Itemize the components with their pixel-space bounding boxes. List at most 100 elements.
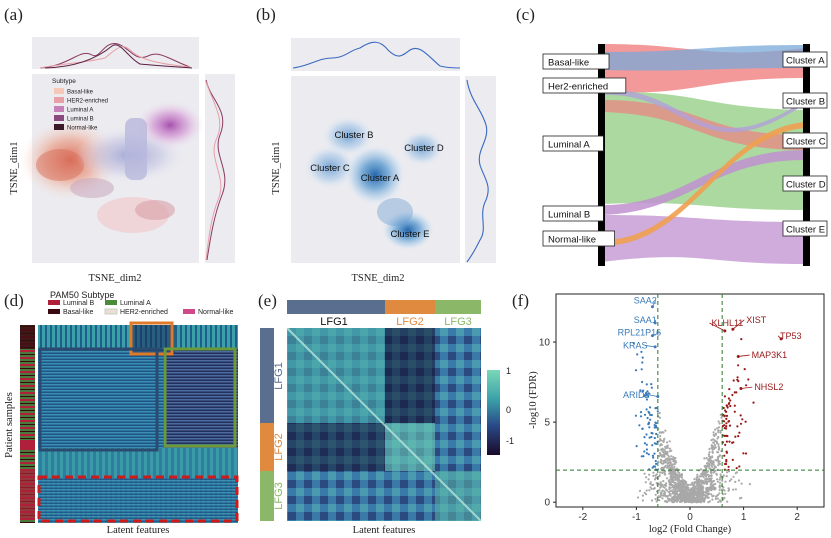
f-point [663, 486, 666, 489]
f-point [643, 450, 646, 453]
f-point [733, 391, 736, 394]
f-gene-label: NHSL2 [754, 382, 783, 392]
f-point [732, 441, 735, 444]
f-point [660, 448, 663, 451]
f-point [662, 451, 665, 454]
f-point [664, 450, 667, 453]
f-point [688, 491, 691, 494]
e-group-bar-2 [385, 300, 435, 314]
d-subtype-strip-red [20, 440, 35, 450]
f-point [679, 479, 682, 482]
f-point [724, 480, 727, 483]
f-point [679, 492, 682, 495]
f-point [668, 499, 671, 502]
f-gene-label: KLHL11 [711, 318, 743, 328]
f-point [673, 462, 677, 466]
e-cbar-tick-0: 0 [506, 405, 511, 415]
f-point [656, 410, 659, 413]
a-xlabel: TSNE_dim2 [88, 273, 141, 284]
f-xlabel: log2 (Fold Change) [649, 524, 732, 535]
f-point [708, 492, 711, 495]
b-cluster-a-label: Cluster A [361, 173, 400, 184]
f-point [700, 475, 703, 478]
f-labeled-point [650, 305, 654, 309]
f-point [662, 448, 665, 451]
f-point [705, 482, 708, 486]
f-point [706, 465, 709, 468]
d-box-red-dashed [37, 475, 239, 523]
c-left-node-box [542, 205, 604, 222]
f-point [719, 413, 722, 416]
f-point [695, 476, 698, 479]
f-point [723, 395, 727, 398]
f-point [684, 499, 687, 503]
f-point [669, 471, 672, 474]
f-point [645, 394, 648, 397]
f-point [709, 471, 713, 474]
f-point [699, 468, 703, 471]
f-point [693, 478, 696, 481]
f-x-tick-label: 0 [687, 512, 693, 523]
panel-e: (e) LFG1 LFG2 LFG3 LFG1 LFG2 LFG3 1 0 -1… [258, 291, 514, 536]
c-left-node-box [542, 77, 627, 94]
f-point [737, 364, 740, 367]
f-point [743, 368, 746, 371]
f-point [674, 486, 677, 489]
f-point [652, 471, 655, 474]
f-point [726, 471, 729, 474]
f-point [707, 453, 711, 456]
f-point [661, 489, 664, 492]
d-legend-swatch [183, 309, 195, 314]
f-point [645, 493, 648, 496]
b-blob-c [304, 145, 356, 189]
panel-e-label: (e) [258, 291, 277, 310]
f-point [643, 491, 646, 494]
f-point [708, 464, 711, 467]
f-point [640, 350, 643, 353]
f-point [712, 431, 715, 434]
f-point [658, 416, 662, 419]
f-point [733, 404, 736, 407]
f-point [654, 407, 657, 410]
f-point [671, 471, 674, 475]
f-point [717, 500, 720, 504]
f-point [706, 470, 710, 473]
f-point [697, 499, 700, 503]
a-legend-swatch [54, 97, 64, 103]
f-point [672, 476, 675, 480]
d-box-navy [38, 347, 159, 452]
f-point [678, 474, 681, 477]
f-point [720, 416, 723, 419]
f-point [710, 482, 713, 485]
f-point [650, 383, 653, 386]
d-legend-swatch [105, 300, 117, 305]
f-point [666, 453, 669, 456]
f-point [661, 471, 664, 474]
f-point [711, 463, 714, 466]
f-point [653, 426, 656, 429]
b-cluster-d-label: Cluster D [404, 143, 444, 154]
f-point [701, 479, 704, 482]
f-point [662, 440, 665, 443]
c-right-node-label: Cluster A [786, 56, 825, 67]
f-point [719, 476, 722, 479]
f-point [639, 389, 642, 392]
f-point [658, 475, 661, 478]
f-point [648, 392, 651, 395]
f-point [713, 434, 716, 437]
panel-f-label: (f) [512, 291, 529, 310]
f-point [712, 483, 715, 486]
f-point [669, 464, 673, 467]
panel-d: (d) PAM50 Subtype Luminal B Luminal A Basa… [4, 290, 239, 536]
f-point [664, 464, 667, 467]
f-point [660, 493, 663, 496]
f-point [658, 411, 661, 415]
f-point [709, 461, 712, 464]
a-density-luminal-a [136, 101, 204, 149]
f-point [634, 369, 638, 372]
f-point [725, 434, 728, 437]
f-point [647, 478, 650, 481]
f-point [669, 480, 672, 483]
f-point [636, 353, 639, 356]
f-point [669, 461, 672, 464]
